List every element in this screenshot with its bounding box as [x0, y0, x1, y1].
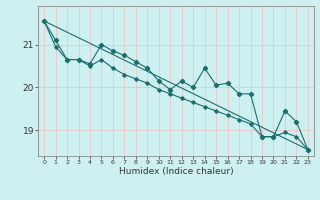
- X-axis label: Humidex (Indice chaleur): Humidex (Indice chaleur): [119, 167, 233, 176]
